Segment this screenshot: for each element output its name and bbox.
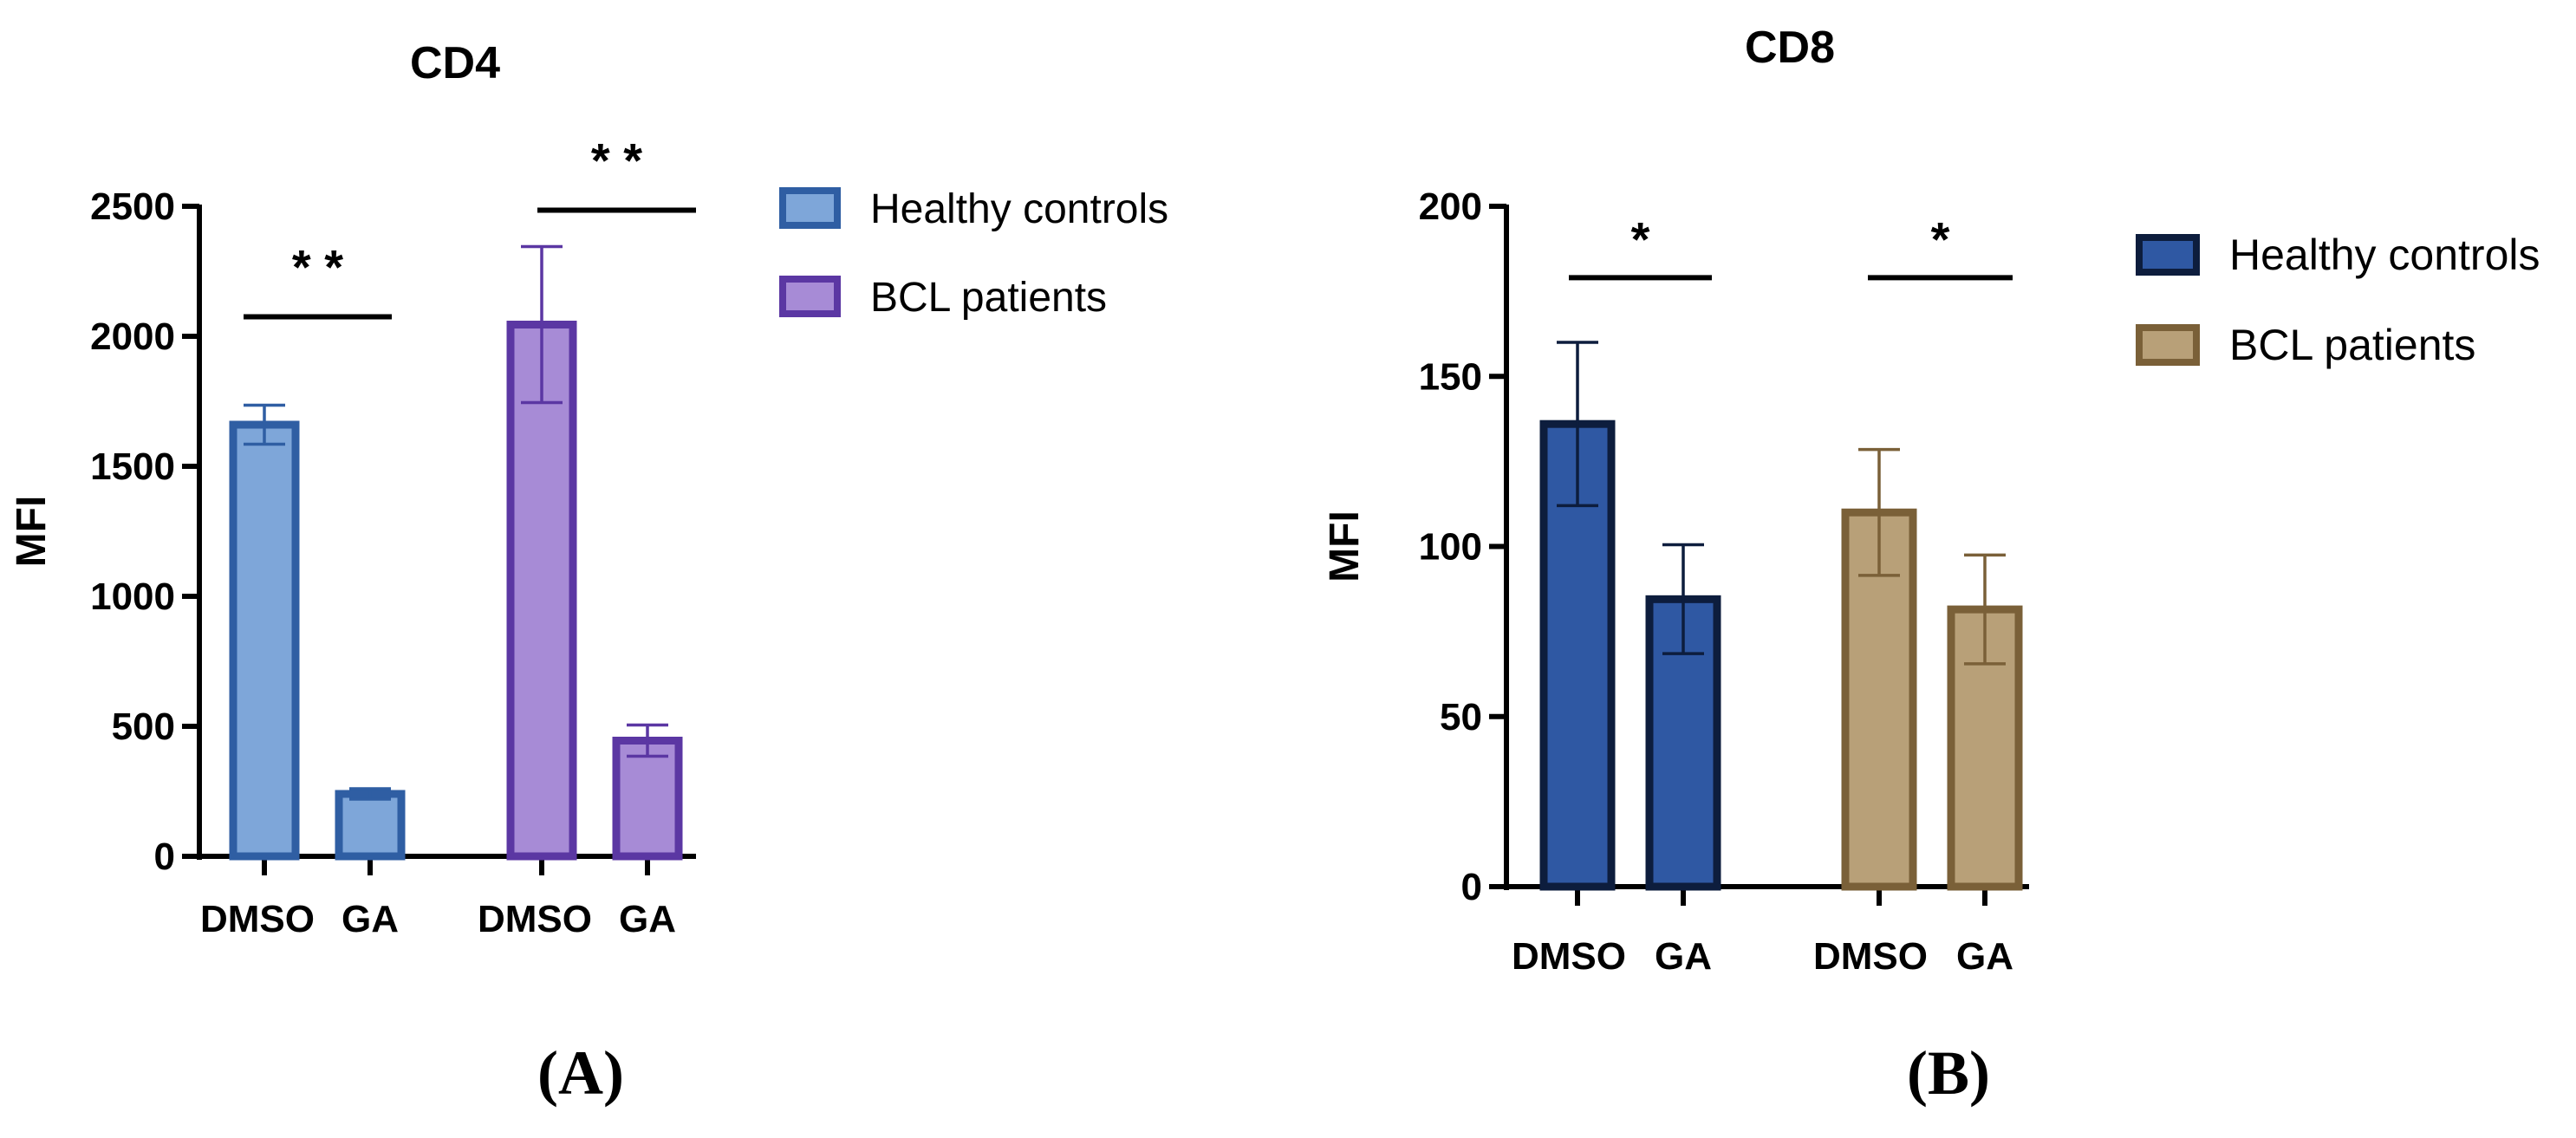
- panel-label: (A): [537, 1038, 624, 1108]
- y-tick-label: 50: [1440, 696, 1482, 738]
- legend-label: BCL patients: [870, 275, 1107, 321]
- significance-marker: *: [1631, 211, 1650, 266]
- x-tick-label: DMSO: [478, 898, 592, 940]
- x-tick-label: DMSO: [1512, 935, 1626, 978]
- y-tick-label: 0: [1461, 866, 1482, 908]
- y-tick-label: 200: [1419, 185, 1482, 228]
- legend-label: Healthy controls: [870, 186, 1168, 232]
- y-tick-label: 2000: [90, 315, 175, 358]
- x-tick-label: GA: [342, 898, 399, 940]
- chart-cd4: CD4 0 500 1000 1500 2000 2500 MFI DMSO GA DMSO GA * …: [9, 38, 1168, 1108]
- bar: [506, 321, 577, 861]
- x-tick-label: GA: [619, 898, 676, 940]
- bar: [229, 420, 300, 861]
- chart-title: CD8: [1745, 23, 1835, 73]
- y-tick-label: 0: [154, 836, 175, 878]
- legend-swatch: [2136, 234, 2200, 276]
- legend-label: Healthy controls: [2229, 231, 2540, 279]
- y-tick-label: 2500: [90, 185, 175, 228]
- x-tick-label: DMSO: [1813, 935, 1928, 978]
- significance-marker: *: [1931, 211, 1950, 266]
- y-axis-label: MFI: [9, 496, 55, 568]
- bar: [612, 737, 683, 861]
- legend-swatch: [779, 187, 841, 229]
- legend-swatch: [2136, 324, 2200, 366]
- y-tick-label: 1000: [90, 576, 175, 618]
- x-tick-label: DMSO: [200, 898, 315, 940]
- significance-marker: * *: [292, 240, 343, 295]
- y-axis-label: MFI: [1322, 510, 1368, 582]
- y-tick-label: 1500: [90, 445, 175, 488]
- y-tick-label: 150: [1419, 355, 1482, 398]
- chart-title: CD4: [410, 38, 500, 88]
- significance-marker: * *: [591, 133, 642, 188]
- y-tick-label: 500: [112, 706, 175, 748]
- x-tick-label: GA: [1655, 935, 1712, 978]
- bar: [335, 790, 406, 861]
- y-tick-label: 100: [1419, 526, 1482, 569]
- panel-label: (B): [1907, 1038, 1990, 1108]
- legend-swatch: [779, 276, 841, 317]
- chart-cd8: CD8 0 50 100 150 200 MFI DMSO GA DMSO GA * * Healthy …: [1322, 23, 2540, 1108]
- x-tick-label: GA: [1956, 935, 2013, 978]
- legend-label: BCL patients: [2229, 321, 2475, 369]
